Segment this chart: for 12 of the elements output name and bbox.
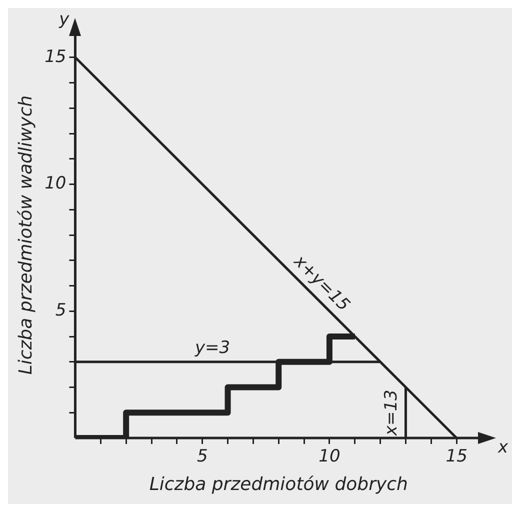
y-axis-title: Liczba przedmiotów wadliwych (15, 95, 36, 375)
x-tick-label: 15 (446, 446, 468, 467)
x-axis-title: Liczba przedmiotów dobrych (149, 474, 408, 495)
y-tick-label: 5 (55, 300, 66, 321)
x-tick-label: 10 (318, 446, 340, 467)
y-tick-label: 15 (44, 46, 66, 67)
series-label: y=3 (194, 338, 230, 358)
y-tick-label: 10 (44, 174, 66, 194)
text: x (497, 437, 509, 458)
text: x=13 (382, 390, 402, 437)
text: y (58, 9, 70, 30)
x-tick-label: 5 (196, 446, 208, 467)
